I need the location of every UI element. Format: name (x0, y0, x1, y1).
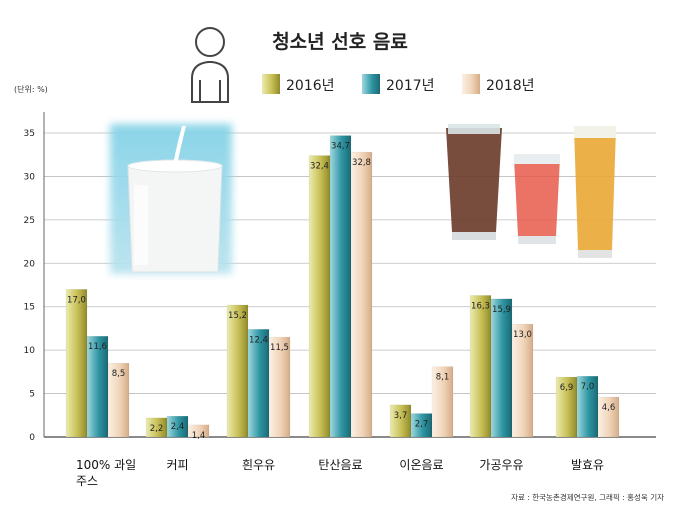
legend-label-2018: 2018년 (486, 78, 535, 94)
legend-label-2016: 2016년 (286, 78, 335, 94)
bar-value-label: 17,0 (67, 295, 86, 305)
bar-value-label: 2,2 (150, 424, 164, 434)
y-tick-label: 10 (24, 346, 36, 356)
y-tick-label: 0 (29, 433, 35, 443)
bar (268, 336, 291, 438)
category-label: 흰우유 (242, 458, 275, 472)
bar-value-label: 12,4 (249, 335, 268, 345)
bar (511, 323, 534, 438)
legend-swatch-2016 (262, 74, 280, 94)
y-tick-label: 5 (29, 390, 35, 400)
category-label: 발효유 (571, 458, 604, 472)
bar (329, 135, 352, 438)
bar-value-label: 8,1 (436, 373, 450, 383)
bar-value-label: 15,9 (492, 305, 511, 315)
bar-value-label: 2,4 (171, 422, 185, 432)
bar (597, 396, 620, 438)
category-label: 주스 (76, 474, 98, 488)
legend-swatch-2018 (462, 74, 480, 94)
y-tick-label: 20 (24, 259, 36, 269)
legend-label-2017: 2017년 (386, 78, 435, 94)
bar-value-label: 2,7 (415, 420, 429, 430)
category-label: 100% 과일 (76, 458, 136, 472)
bar-value-label: 16,3 (471, 301, 490, 311)
y-tick-label: 35 (24, 129, 35, 139)
y-tick-label: 30 (24, 172, 36, 182)
category-label: 탄산음료 (318, 458, 362, 472)
bar (187, 424, 210, 438)
bar-value-label: 7,0 (581, 382, 595, 392)
bar-value-label: 1,4 (192, 431, 206, 441)
bar-value-label: 4,6 (602, 403, 616, 413)
bar-value-label: 13,0 (513, 330, 532, 340)
bar-value-label: 6,9 (560, 383, 574, 393)
category-label: 가공우유 (479, 458, 523, 472)
y-tick-label: 15 (24, 303, 35, 313)
legend: 2016년 2017년 2018년 (262, 74, 535, 94)
bar (65, 289, 88, 438)
person-icon (191, 27, 229, 103)
source-note: 자료 : 한국농촌경제연구원, 그래픽 : 홍성욱 기자 (511, 492, 664, 502)
bar (247, 329, 270, 438)
bar (308, 155, 331, 438)
milk-glass-image (110, 124, 232, 274)
bar (107, 362, 130, 438)
bar-value-label: 8,5 (112, 369, 126, 379)
bar (350, 151, 373, 438)
category-label: 이온음료 (399, 458, 443, 472)
bar (389, 404, 412, 438)
bar (226, 304, 249, 438)
chart-title: 청소년 선호 음료 (272, 31, 408, 53)
bar-value-label: 15,2 (228, 311, 247, 321)
value-labels: 17,0 2,2 15,2 32,4 3,7 16,3 6,9 11,6 2,4 12,4 34,7… (67, 142, 615, 441)
category-label: 커피 (166, 458, 188, 472)
y-tick-labels: 0 5 10 15 20 25 30 35 (24, 129, 36, 443)
bar-value-label: 32,4 (310, 162, 329, 172)
bar-value-label: 11,5 (270, 343, 289, 353)
cold-drinks-image (446, 124, 616, 258)
y-tick-label: 25 (24, 216, 35, 226)
bar-value-label: 3,7 (394, 411, 408, 421)
bar-value-label: 11,6 (88, 342, 107, 352)
bar (469, 295, 492, 438)
unit-note: (단위: %) (14, 84, 48, 94)
legend-swatch-2017 (362, 74, 380, 94)
bar (431, 366, 454, 438)
bar (490, 298, 513, 438)
bar-value-label: 32,8 (352, 158, 371, 168)
bars (65, 135, 620, 438)
bar-value-label: 34,7 (331, 142, 350, 152)
